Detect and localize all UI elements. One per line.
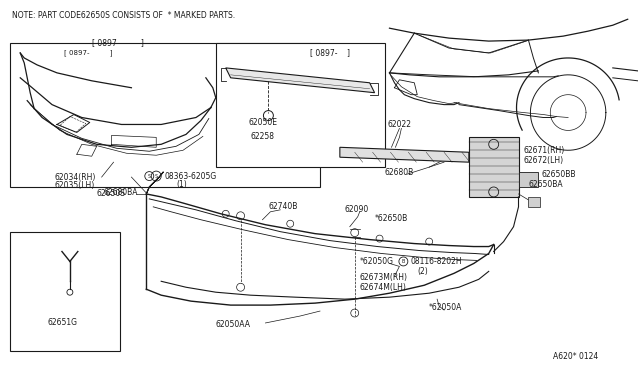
Polygon shape [469,137,518,197]
Text: 62672(LH): 62672(LH) [524,156,564,165]
Polygon shape [529,197,540,207]
Text: *62050A: *62050A [429,302,463,312]
Text: 62674M(LH): 62674M(LH) [360,283,406,292]
Text: 62671(RH): 62671(RH) [524,146,564,155]
Text: 62680B: 62680B [385,168,414,177]
Text: 62740B: 62740B [268,202,298,211]
Text: NOTE: PART CODE62650S CONSISTS OF  * MARKED PARTS.: NOTE: PART CODE62650S CONSISTS OF * MARK… [12,11,236,20]
Text: 62090: 62090 [345,205,369,214]
Text: A620* 0124: A620* 0124 [553,352,598,361]
Text: 62650S: 62650S [97,189,125,198]
Polygon shape [340,147,469,162]
Bar [10,43,320,187]
Text: *62050G: *62050G [360,257,394,266]
Text: 62673M(RH): 62673M(RH) [360,273,408,282]
Text: S: S [155,174,158,179]
Text: (1): (1) [176,180,187,189]
Bar [216,43,385,167]
Text: 62650BB: 62650BB [541,170,576,179]
Text: (2): (2) [417,267,428,276]
Text: 62034(RH): 62034(RH) [54,173,95,182]
Text: 62035(LH): 62035(LH) [54,182,94,190]
Text: B: B [402,259,405,264]
Text: [ 0897-         ]: [ 0897- ] [92,39,143,48]
Polygon shape [518,172,538,187]
Text: 08363-6205G: 08363-6205G [164,171,216,180]
Text: [ 0897-         ]: [ 0897- ] [64,49,113,57]
Bar [10,232,120,351]
Text: 62650BA: 62650BA [529,180,563,189]
Text: 62050E: 62050E [248,118,278,127]
Text: 62651G: 62651G [47,318,77,327]
Text: 62680BA: 62680BA [104,189,138,198]
Text: [ 0897-    ]: [ 0897- ] [310,48,350,58]
Text: *62650B: *62650B [374,214,408,223]
Text: 62258: 62258 [250,132,275,141]
Text: 62050AA: 62050AA [216,320,251,330]
Text: 08116-8202H: 08116-8202H [410,257,462,266]
Text: S: S [148,174,151,179]
Text: 62022: 62022 [387,120,412,129]
Polygon shape [226,68,374,93]
